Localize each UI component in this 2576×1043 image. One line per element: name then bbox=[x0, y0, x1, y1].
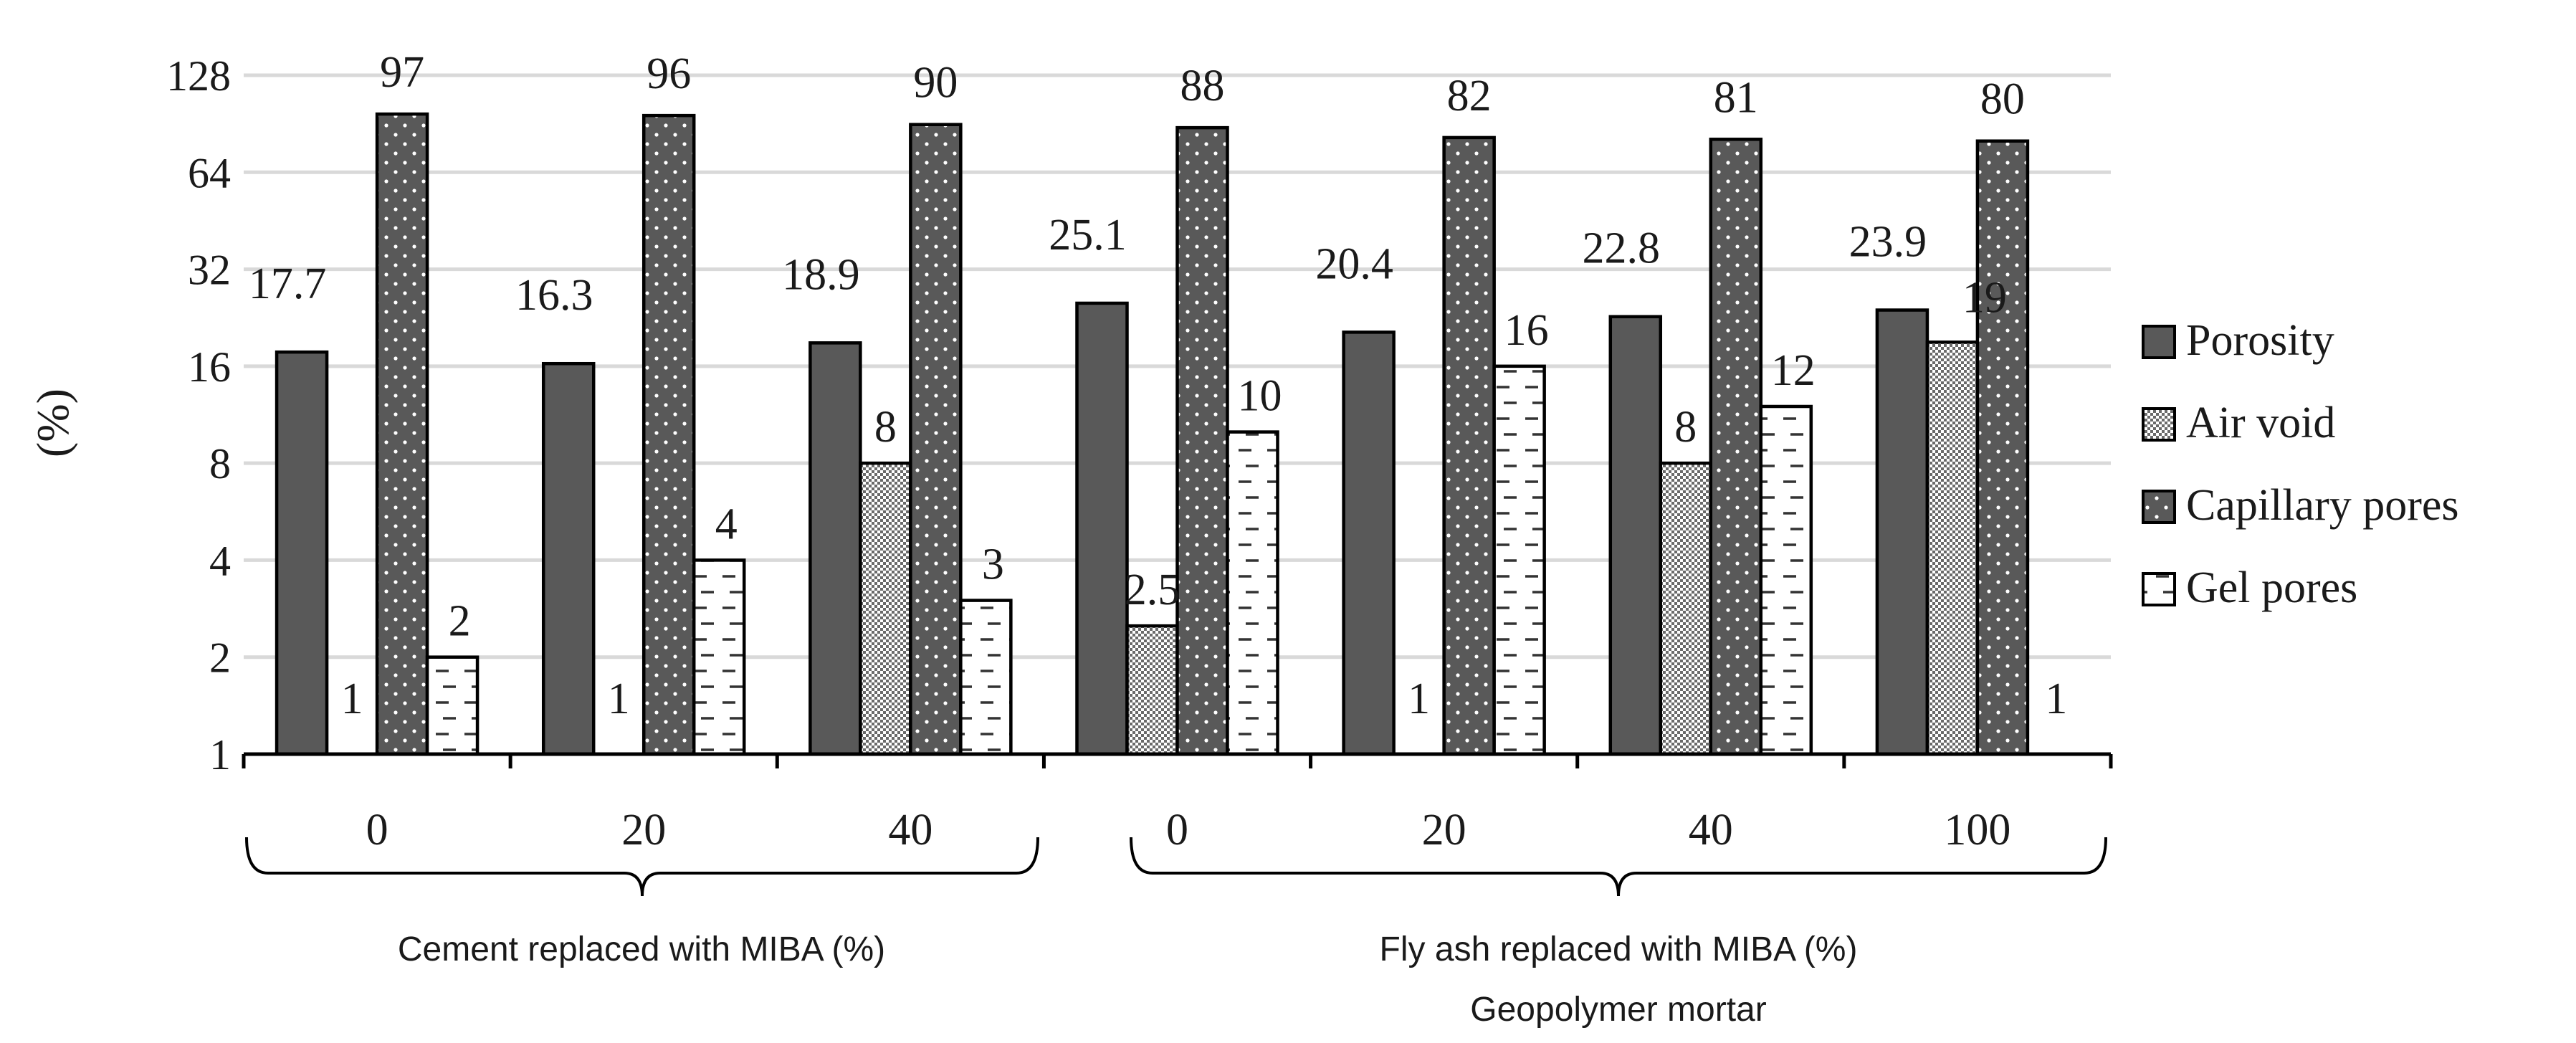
data-label: 80 bbox=[1980, 75, 2025, 124]
bar-capillary-pores bbox=[1442, 135, 1496, 756]
data-label: 1 bbox=[1408, 675, 1430, 723]
legend-swatch bbox=[2142, 407, 2176, 442]
data-label: 88 bbox=[1180, 62, 1225, 110]
data-label: 22.8 bbox=[1583, 224, 1661, 273]
group-braces bbox=[245, 837, 2107, 897]
bar-capillary-pores bbox=[1975, 139, 2030, 756]
bar-capillary-pores bbox=[641, 113, 696, 756]
x-tick-label: 100 bbox=[1944, 806, 2010, 854]
bar-gel-pores bbox=[1492, 364, 1546, 756]
bar-gel-pores bbox=[425, 655, 480, 756]
data-label: 8 bbox=[1674, 403, 1697, 452]
legend-swatch bbox=[2142, 572, 2176, 606]
legend-entry: Capillary pores bbox=[2186, 481, 2459, 530]
brace-fly-ash bbox=[1130, 837, 2107, 897]
bar-gel-pores bbox=[959, 599, 1013, 756]
data-label: 1 bbox=[341, 675, 363, 723]
data-label: 16 bbox=[1504, 306, 1549, 355]
bars bbox=[275, 112, 2030, 756]
data-label: 2.5 bbox=[1125, 566, 1180, 614]
y-tick-label: 64 bbox=[188, 149, 231, 196]
bar-air-void bbox=[1659, 461, 1713, 756]
data-label: 3 bbox=[982, 540, 1004, 589]
y-tick-label: 1 bbox=[209, 731, 231, 778]
x-tick-label: 0 bbox=[366, 806, 388, 854]
data-label: 4 bbox=[715, 500, 738, 548]
bar-capillary-pores bbox=[1175, 125, 1229, 756]
x-tick-label: 20 bbox=[621, 806, 666, 854]
legend-swatch bbox=[2142, 490, 2176, 524]
data-label: 25.1 bbox=[1049, 211, 1127, 259]
data-labels: 17.7 1 97 2 16.3 1 96 4 18.9 8 90 3 25.1 2.5 88 10 20.4 1… bbox=[249, 48, 2068, 723]
data-label: 17.7 bbox=[249, 259, 327, 308]
bar-capillary-pores bbox=[375, 112, 429, 756]
data-label: 96 bbox=[647, 49, 691, 98]
data-label: 82 bbox=[1447, 72, 1492, 120]
legend-entry: Porosity bbox=[2186, 316, 2334, 365]
data-label: 8 bbox=[874, 403, 897, 452]
y-tick-label: 128 bbox=[166, 52, 231, 100]
group-sublabel-geopolymer: Geopolymer mortar bbox=[1470, 991, 1766, 1029]
bar-capillary-pores bbox=[1709, 138, 1763, 756]
bar-air-void bbox=[1125, 624, 1179, 756]
y-tick-label: 2 bbox=[209, 634, 231, 682]
y-tick-label: 8 bbox=[209, 440, 231, 487]
x-tick-label: 40 bbox=[888, 806, 932, 854]
legend-swatch bbox=[2142, 325, 2176, 359]
brace-cement bbox=[245, 837, 1039, 897]
data-label: 1 bbox=[608, 675, 630, 723]
bar-porosity bbox=[1875, 308, 1929, 756]
x-tick-label: 20 bbox=[1422, 806, 1466, 854]
bar-air-void bbox=[859, 461, 912, 756]
data-label: 12 bbox=[1771, 346, 1816, 395]
group-label-cement: Cement replaced with MIBA (%) bbox=[398, 930, 885, 968]
data-label: 16.3 bbox=[515, 271, 593, 320]
bar-gel-pores bbox=[1759, 404, 1813, 756]
y-tick-label: 16 bbox=[188, 343, 231, 391]
x-tick-label: 0 bbox=[1166, 806, 1188, 854]
group-label-fly-ash: Fly ash replaced with MIBA (%) bbox=[1380, 930, 1858, 968]
data-label: 97 bbox=[380, 48, 424, 97]
data-label: 19 bbox=[1962, 273, 2007, 322]
bar-gel-pores bbox=[1226, 430, 1279, 756]
x-tick-label: 40 bbox=[1689, 806, 1733, 854]
bar-porosity bbox=[808, 341, 862, 756]
legend-entry: Gel pores bbox=[2186, 563, 2357, 612]
y-tick-label: 4 bbox=[209, 537, 231, 584]
bar-porosity bbox=[1608, 315, 1663, 756]
data-label: 18.9 bbox=[782, 250, 860, 299]
bar-porosity bbox=[1075, 301, 1129, 756]
legend-entry: Air void bbox=[2186, 399, 2335, 447]
bar-capillary-pores bbox=[909, 123, 963, 756]
data-label: 1 bbox=[2045, 675, 2067, 723]
data-label: 81 bbox=[1714, 73, 1758, 122]
data-label: 23.9 bbox=[1849, 218, 1927, 267]
data-label: 10 bbox=[1238, 372, 1282, 421]
data-label: 20.4 bbox=[1315, 239, 1393, 288]
bar-porosity bbox=[1342, 330, 1396, 756]
bar-porosity bbox=[275, 350, 329, 756]
bar-gel-pores bbox=[692, 558, 746, 756]
y-axis-label: (%) bbox=[27, 389, 78, 457]
data-label: 90 bbox=[913, 59, 958, 108]
legend: Porosity Air void Capillary pores Gel pores bbox=[2142, 316, 2459, 612]
bar-porosity bbox=[541, 361, 596, 756]
y-tick-label: 32 bbox=[188, 247, 231, 294]
data-label: 2 bbox=[449, 597, 471, 646]
bar-air-void bbox=[1925, 340, 1980, 756]
